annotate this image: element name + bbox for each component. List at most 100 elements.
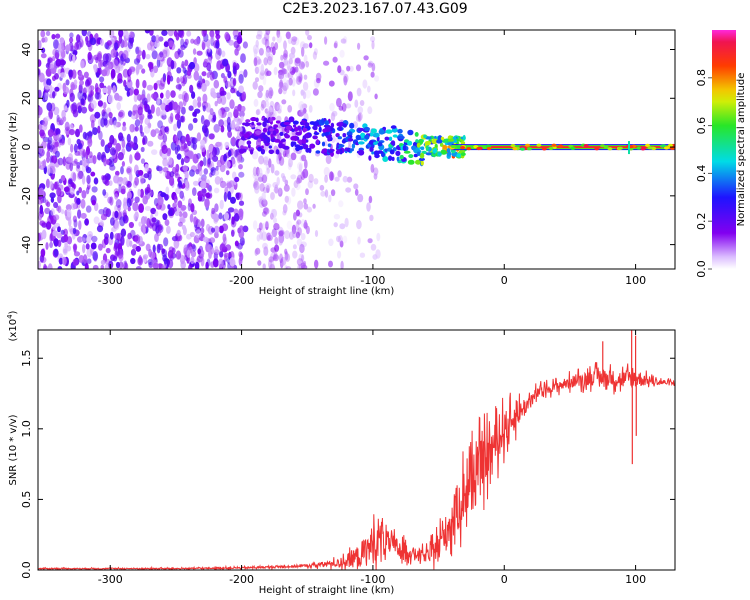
noise-cell bbox=[129, 123, 135, 133]
signal-cell bbox=[357, 127, 365, 132]
noise-cell bbox=[265, 221, 269, 231]
noise-cell bbox=[90, 100, 97, 109]
noise-cell bbox=[144, 206, 152, 211]
signal-cell bbox=[433, 147, 438, 154]
noise-cell bbox=[276, 187, 282, 195]
noise-cell bbox=[126, 181, 132, 188]
noise-cell bbox=[122, 40, 128, 48]
noise-cell bbox=[118, 261, 124, 269]
noise-cell bbox=[175, 250, 182, 260]
noise-cell bbox=[88, 151, 93, 159]
noise-cell bbox=[117, 204, 121, 212]
noise-cell bbox=[176, 229, 181, 237]
noise-cell bbox=[72, 54, 76, 63]
noise-cell bbox=[236, 154, 242, 164]
noise-cell bbox=[372, 254, 378, 260]
noise-cell bbox=[223, 153, 228, 162]
noise-cell bbox=[130, 257, 136, 265]
signal-cell bbox=[412, 145, 417, 150]
noise-cell bbox=[287, 65, 293, 72]
noise-cell bbox=[184, 38, 189, 46]
noise-cell bbox=[200, 139, 206, 146]
noise-cell bbox=[184, 59, 189, 67]
noise-cell bbox=[163, 237, 169, 247]
signal-cell bbox=[408, 154, 414, 159]
noise-cell bbox=[292, 250, 298, 259]
signal-cell bbox=[245, 119, 251, 123]
noise-cell bbox=[135, 78, 140, 89]
signal-cell bbox=[338, 144, 345, 148]
noise-cell bbox=[105, 247, 111, 254]
noise-cell bbox=[77, 236, 83, 243]
signal-cell bbox=[414, 132, 419, 137]
noise-cell bbox=[253, 57, 258, 67]
noise-cell bbox=[133, 135, 138, 145]
noise-cell bbox=[220, 72, 225, 79]
noise-cell bbox=[262, 36, 269, 46]
signal-cell bbox=[282, 145, 290, 150]
noise-cell bbox=[273, 223, 280, 231]
noise-cell bbox=[100, 213, 108, 221]
noise-cell bbox=[340, 260, 344, 269]
noise-cell bbox=[91, 186, 98, 193]
signal-cell bbox=[293, 126, 299, 132]
signal-cell bbox=[399, 154, 404, 160]
signal-cell bbox=[280, 138, 286, 143]
noise-cell bbox=[284, 230, 291, 240]
noise-cell bbox=[272, 36, 276, 42]
noise-cell bbox=[257, 58, 262, 65]
noise-cell bbox=[227, 207, 235, 213]
signal-cell bbox=[257, 138, 262, 143]
noise-cell bbox=[195, 229, 202, 239]
noise-cell bbox=[161, 30, 168, 36]
noise-cell bbox=[260, 99, 267, 109]
noise-cell bbox=[140, 174, 145, 185]
noise-cell bbox=[343, 73, 349, 83]
noise-cell bbox=[239, 131, 245, 138]
x-axis-label: Height of straight line (km) bbox=[259, 286, 395, 297]
noise-cell bbox=[151, 93, 157, 99]
signal-cell bbox=[322, 128, 327, 133]
noise-cell bbox=[82, 254, 88, 265]
noise-cell bbox=[167, 250, 174, 259]
noise-cell bbox=[225, 81, 231, 88]
noise-cell bbox=[220, 95, 227, 106]
noise-cell bbox=[188, 105, 194, 111]
noise-cell bbox=[150, 104, 155, 114]
noise-cell bbox=[118, 111, 124, 118]
noise-cell bbox=[357, 112, 362, 123]
noise-cell bbox=[274, 170, 280, 176]
signal-cell bbox=[395, 150, 401, 156]
signal-cell bbox=[389, 149, 395, 155]
noise-cell bbox=[300, 89, 305, 96]
signal-cell bbox=[301, 138, 307, 145]
noise-cell bbox=[186, 70, 192, 76]
noise-cell bbox=[134, 234, 141, 244]
signal-cell bbox=[583, 144, 589, 148]
noise-cell bbox=[107, 94, 114, 104]
signal-cell bbox=[318, 126, 322, 133]
noise-cell bbox=[201, 39, 206, 50]
noise-cell bbox=[224, 31, 230, 41]
noise-cell bbox=[210, 246, 214, 255]
noise-cell bbox=[122, 121, 126, 127]
noise-cell bbox=[274, 244, 280, 252]
noise-cell bbox=[199, 77, 204, 86]
noise-cell bbox=[96, 225, 104, 233]
signal-cell bbox=[423, 134, 427, 139]
noise-cell bbox=[355, 114, 361, 122]
noise-cell bbox=[376, 232, 381, 242]
noise-cell bbox=[213, 79, 220, 89]
colorbar-tick-label: 0.8 bbox=[695, 69, 708, 87]
signal-cell bbox=[278, 142, 284, 149]
noise-cell bbox=[187, 150, 194, 160]
noise-cell bbox=[188, 61, 196, 70]
noise-cell bbox=[237, 131, 241, 139]
noise-cell bbox=[69, 162, 73, 172]
noise-cell bbox=[323, 166, 330, 177]
signal-cell bbox=[647, 146, 653, 150]
noise-cell bbox=[160, 125, 167, 135]
noise-cell bbox=[193, 57, 197, 65]
signal-cell bbox=[397, 128, 403, 134]
noise-cell bbox=[56, 133, 63, 140]
